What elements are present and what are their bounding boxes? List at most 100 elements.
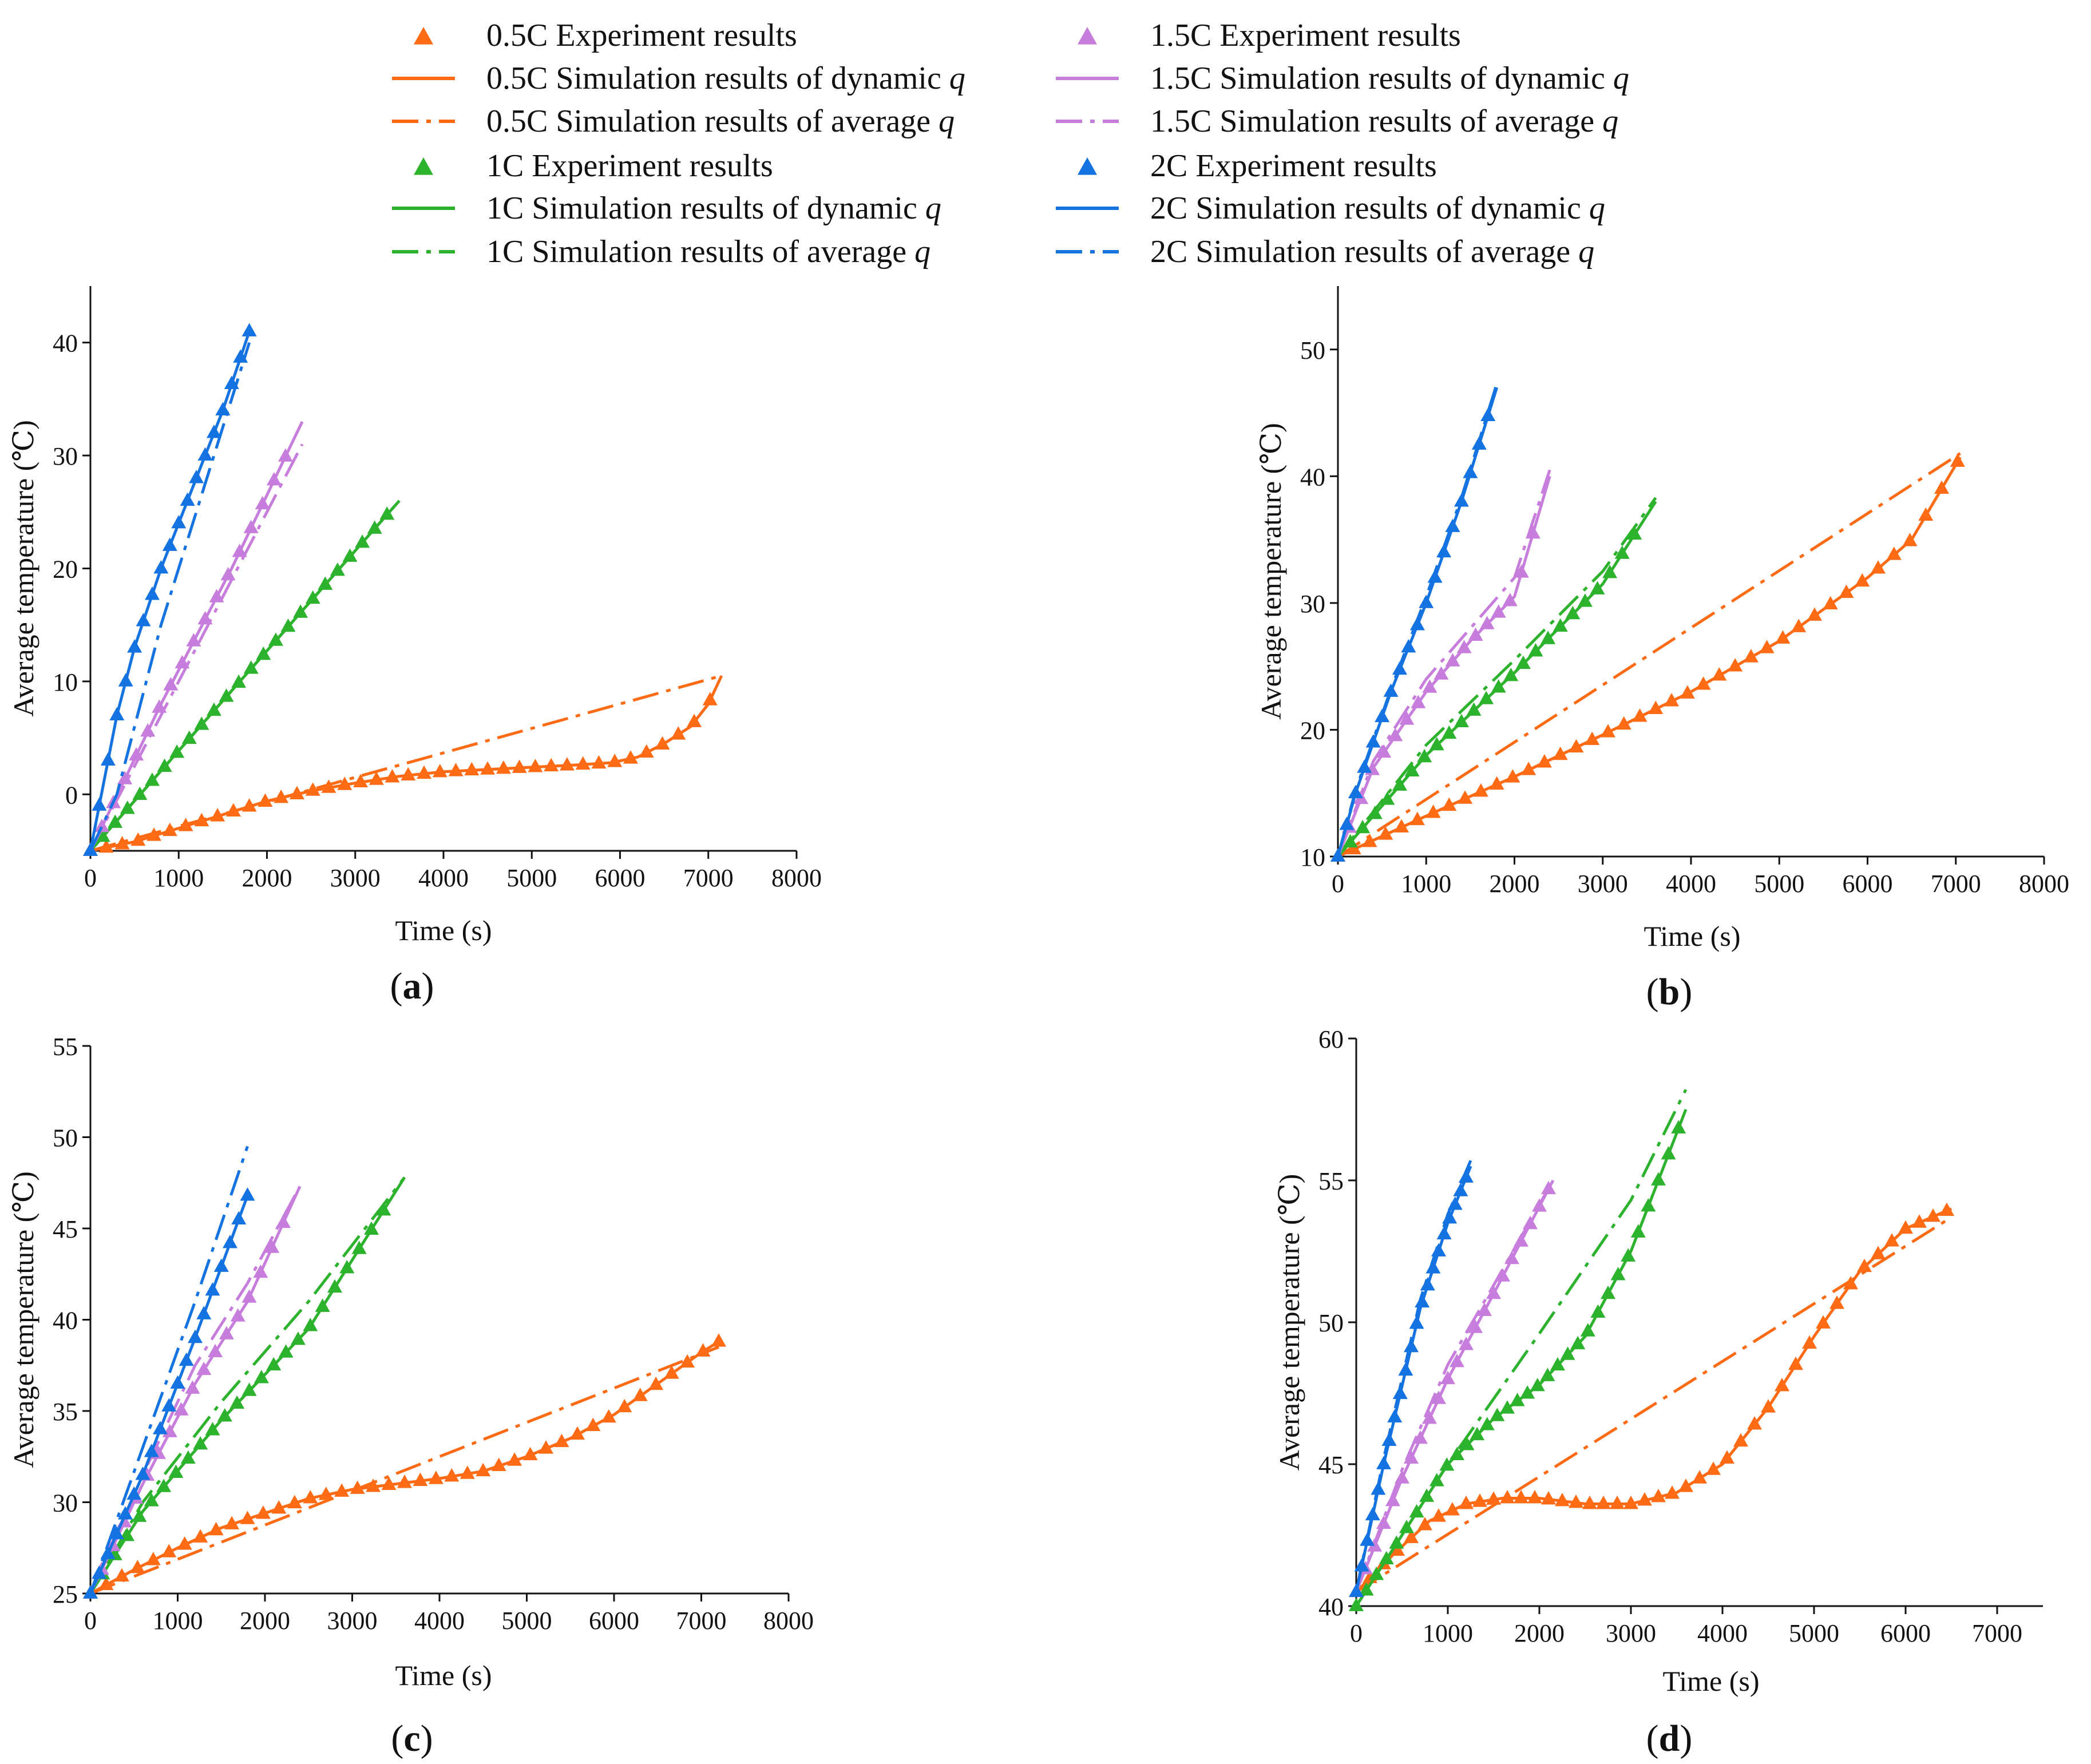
legend-1.5C-dashdot-label: 1.5C Simulation results of average q <box>1150 104 1618 139</box>
panel-b: 0 1000 2000 3000 4000 5000 6000 7000 8000 10 20 30 4… <box>1255 286 2069 1013</box>
x-tick-label: 8000 <box>771 864 822 892</box>
series-1.5C-experiment-point <box>266 472 282 486</box>
series-2C-experiment-point <box>171 515 187 529</box>
series-2C-experiment-point <box>1471 436 1487 450</box>
series-1C-experiment-point <box>1553 618 1568 632</box>
y-tick-label: 30 <box>53 442 78 470</box>
series-0.5C-experiment-point <box>366 1478 381 1492</box>
legend-0.5C-marker-label: 0.5C Experiment results <box>486 18 797 53</box>
series-0.5C-experiment-point <box>1664 693 1680 707</box>
series-2C-experiment-point <box>92 1565 107 1579</box>
x-tick-label: 1000 <box>153 864 204 892</box>
x-axis-title: Time (s) <box>1644 920 1740 952</box>
series-0.5C-experiment-point <box>632 1388 648 1401</box>
series-0.5C-experiment-point <box>544 758 559 772</box>
series-1C-experiment-point <box>1550 1357 1565 1371</box>
panel-label-open: ( <box>1646 971 1659 1013</box>
series-0.5C-experiment-point <box>538 1440 554 1454</box>
series-0.5C-experiment-point <box>1857 1258 1872 1273</box>
series-2C-experiment-point <box>1376 1456 1391 1469</box>
series-1C-experiment-point <box>254 1370 269 1384</box>
series-0.5C-experiment-point <box>193 1529 208 1543</box>
series-1.5C-experiment-point <box>1491 604 1506 618</box>
series-0.5C-experiment-point <box>1648 700 1664 715</box>
series-0.5C-experiment-point <box>671 726 686 740</box>
series-0.5C-average-q-line <box>90 1345 719 1595</box>
series-1.5C-experiment-point <box>117 771 133 784</box>
series-1.5C-experiment-point <box>1422 679 1437 693</box>
series-1C-experiment-point <box>1417 748 1432 763</box>
y-tick-label: 55 <box>1318 1167 1344 1195</box>
series-0.5C-experiment-point <box>417 765 432 779</box>
series-0.5C-experiment-point <box>507 1452 522 1466</box>
series-0.5C-experiment-point <box>385 769 400 783</box>
series-2C-experiment-point <box>1447 1196 1463 1210</box>
series-1.5C-experiment-point <box>1541 1180 1556 1195</box>
x-tick-label: 0 <box>1350 1619 1363 1647</box>
legend-2C-solid-label: 2C Simulation results of dynamic q <box>1150 191 1605 226</box>
series-0.5C-experiment-point <box>1696 676 1711 690</box>
series-2C-experiment-point <box>1454 493 1469 507</box>
series-1.5C-experiment-point <box>208 1343 223 1358</box>
series-1C-experiment-point <box>1540 631 1556 644</box>
series-0.5C-experiment-point <box>413 1472 428 1486</box>
series-0.5C-experiment-point <box>1934 480 1950 494</box>
series-2C-experiment-point <box>1392 1385 1408 1400</box>
series-0.5C-experiment-point <box>1665 1485 1680 1499</box>
series-2C-experiment-point <box>126 1486 142 1500</box>
series-1C-experiment-point <box>1439 1457 1455 1471</box>
panel-c: 0 1000 2000 3000 4000 5000 6000 7000 8000 25 30 35 4… <box>7 1033 814 1759</box>
series-0.5C-experiment-point <box>1553 746 1568 760</box>
series-0.5C-experiment-point <box>1472 1493 1487 1507</box>
series-0.5C-experiment-point <box>476 1462 491 1477</box>
y-tick-label: 40 <box>53 1307 78 1335</box>
y-tick-label: 45 <box>53 1215 78 1243</box>
series-1C-experiment-point <box>1577 593 1593 607</box>
panel-label-close: ) <box>1680 971 1692 1013</box>
series-0.5C-experiment-point <box>1390 1542 1405 1556</box>
series-2C-experiment-point <box>241 323 257 336</box>
panel-label-letter: b <box>1659 971 1680 1013</box>
series-0.5C-experiment-point <box>289 786 304 799</box>
series-2C-experiment-point <box>1387 1409 1403 1423</box>
series-0.5C-experiment-point <box>1616 716 1631 730</box>
series-1.5C-experiment-point <box>1514 564 1529 578</box>
series-1.5C-experiment-point <box>1376 1515 1391 1529</box>
series-1.5C-experiment-point <box>129 747 144 761</box>
y-tick-label: 45 <box>1318 1451 1344 1479</box>
x-tick-label: 3000 <box>330 864 381 892</box>
series-1.5C-experiment-point <box>186 633 201 647</box>
series-1.5C-experiment-point <box>1468 1319 1483 1333</box>
series-1C-experiment-point <box>229 1395 245 1409</box>
series-1C-experiment-point <box>95 829 110 842</box>
series-1.5C-experiment-point <box>1523 1215 1538 1230</box>
series-0.5C-experiment-point <box>98 839 114 853</box>
series-0.5C-experiment-point <box>305 782 320 796</box>
y-tick-label: 30 <box>1300 590 1325 618</box>
legend-2C-marker-symbol <box>1078 157 1097 175</box>
x-tick-label: 8000 <box>2019 870 2069 898</box>
series-0.5C-experiment-point <box>146 827 162 841</box>
series-1C-experiment-point <box>132 1508 147 1522</box>
series-1C-experiment-point <box>1479 1417 1495 1430</box>
series-1.5C-experiment-point <box>1413 1430 1428 1444</box>
series-1.5C-experiment-point <box>243 520 259 533</box>
series-0.5C-experiment-point <box>1514 1490 1528 1504</box>
x-tick-label: 4000 <box>1666 870 1716 898</box>
series-1C-experiment-point <box>303 1318 318 1331</box>
series-1.5C-experiment-point <box>1376 744 1392 758</box>
series-2C-average-q-line <box>89 342 251 852</box>
series-1.5C-experiment-point <box>163 677 179 691</box>
series-2C-experiment-point <box>135 1466 151 1480</box>
series-0.5C-experiment-point <box>130 832 146 846</box>
series-2C-experiment-point <box>1427 569 1443 583</box>
legend-1C-marker-label: 1C Experiment results <box>486 148 773 184</box>
series-0.5C-experiment-point <box>1409 811 1425 826</box>
series-0.5C-experiment-point <box>1623 1495 1638 1509</box>
series-0.5C-experiment-point <box>428 1470 443 1484</box>
series-0.5C-experiment-point <box>702 692 718 705</box>
series-0.5C-experiment-point <box>1458 790 1473 804</box>
series-0.5C-experiment-point <box>1678 1478 1693 1492</box>
series-2C-experiment-point <box>223 1235 237 1248</box>
y-tick-label: 30 <box>53 1489 78 1517</box>
